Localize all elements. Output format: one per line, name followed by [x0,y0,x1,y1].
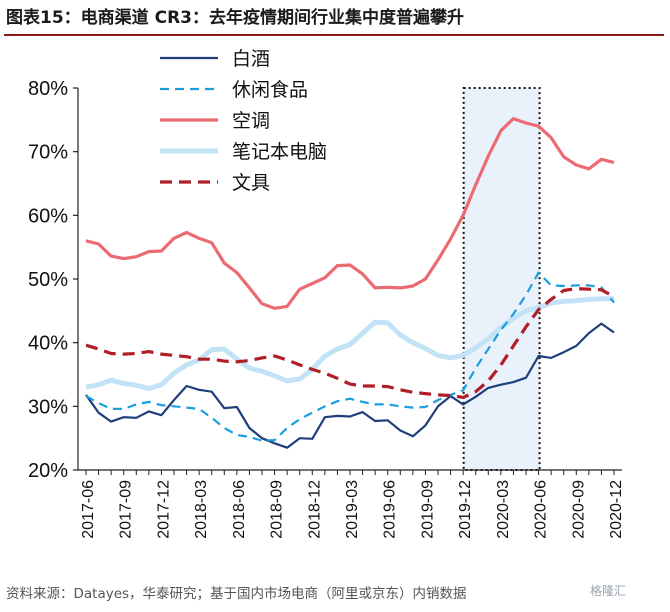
figure-title: 图表15：电商渠道 CR3：去年疫情期间行业集中度普遍攀升 [6,4,464,32]
highlight-layer [462,87,541,471]
watermark-logo: 格隆汇 [590,584,627,598]
series-line [85,271,615,442]
x-tick-label: 2017-09 [118,480,135,539]
series-line [85,117,615,310]
legend-label: 空调 [232,110,270,132]
x-tick-label: 2019-06 [382,480,399,539]
x-tick-label: 2020-06 [533,480,550,539]
series-line [85,287,615,399]
y-tick-label: 20% [28,460,68,482]
legend-label: 文具 [232,172,270,194]
x-tick-label: 2017-12 [155,480,172,539]
x-tick-label: 2017-06 [80,480,97,539]
x-tick-label: 2018-12 [306,480,323,539]
highlight-region [462,87,541,471]
x-tick-label: 2020-03 [495,480,512,539]
figure-title-text: 电商渠道 CR3：去年疫情期间行业集中度普遍攀升 [80,8,464,28]
x-tick-label: 2019-12 [457,480,474,539]
series-layer [85,117,615,449]
x-tick-label: 2020-09 [570,480,587,539]
x-tick-label: 2018-06 [231,480,248,539]
y-tick-label: 80% [28,78,68,100]
y-tick-label: 40% [28,333,68,355]
x-tick-label: 2019-03 [344,480,361,539]
x-tick-label: 2018-03 [193,480,210,539]
x-tick-label: 2019-09 [419,480,436,539]
legend-label: 笔记本电脑 [232,141,327,163]
y-tick-label: 30% [28,396,68,418]
axes-layer: 20% 30% 40% 50% 60% 70% 80% 2017-06 2017-09 2017-… [28,78,625,539]
source-note: 资料来源：Datayes，华泰研究；基于国内市场电商（阿里或京东）内销数据 [6,586,467,602]
figure-label: 图表15： [6,8,81,28]
title-divider [4,34,664,36]
legend-label: 休闲食品 [232,79,308,101]
series-line [85,322,615,449]
y-tick-label: 70% [28,142,68,164]
x-tick-label: 2020-12 [608,480,625,539]
x-tick-label: 2018-09 [269,480,286,539]
y-tick-label: 60% [28,205,68,227]
legend-label: 白酒 [232,48,270,70]
series-line [85,296,614,391]
y-tick-label: 50% [28,269,68,291]
